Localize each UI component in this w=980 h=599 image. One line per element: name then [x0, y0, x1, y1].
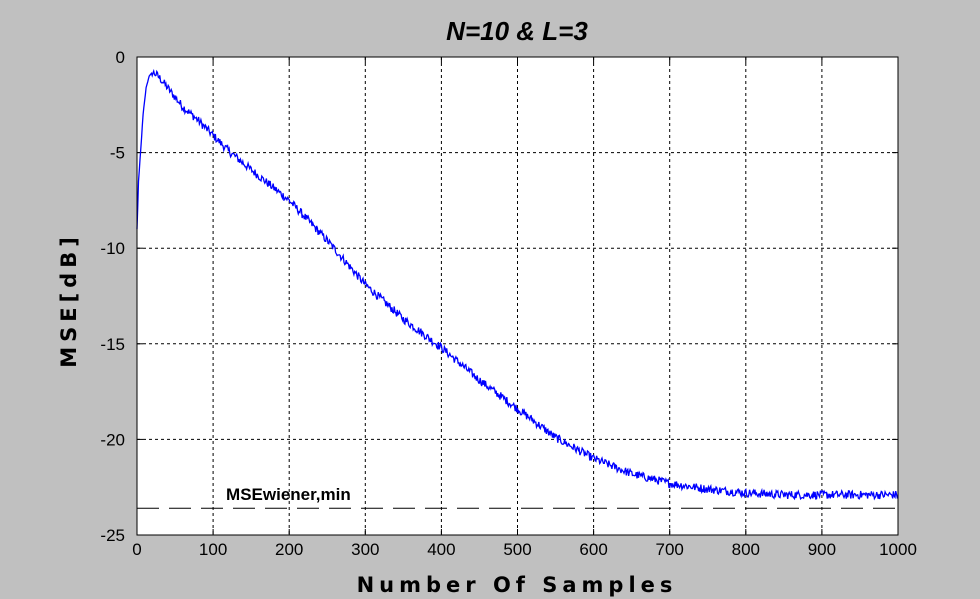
x-tick-label: 100	[199, 540, 227, 559]
y-tick-label: -25	[100, 526, 125, 545]
plot-area: 0 100 200 300 400 500 600 700 800 900 1000 0 -5 -10 -1…	[100, 48, 916, 559]
x-tick-label: 1000	[879, 540, 917, 559]
chart-title: N=10 & L=3	[446, 16, 588, 46]
x-tick-label: 300	[351, 540, 379, 559]
x-tick-label: 400	[427, 540, 455, 559]
plot-frame	[136, 56, 899, 536]
mse-wiener-min-label: MSEwiener,min	[226, 485, 351, 504]
x-tick-label: 0	[132, 540, 141, 559]
y-axis-label: MSE[dB]	[57, 232, 81, 368]
mse-curve	[136, 68, 899, 501]
y-tick-label: 0	[116, 48, 125, 67]
x-tick-label: 500	[503, 540, 531, 559]
x-tick-label: 900	[808, 540, 836, 559]
y-tick-label: -5	[110, 144, 125, 163]
x-tick-label: 600	[579, 540, 607, 559]
y-tick-label: -10	[100, 239, 125, 258]
x-tick-label: 700	[656, 540, 684, 559]
plot-background	[137, 57, 898, 535]
y-tick-label: -15	[100, 335, 125, 354]
x-axis-label: Number Of Samples	[357, 573, 678, 597]
x-tick-label: 800	[732, 540, 760, 559]
y-tick-label: -20	[100, 430, 125, 449]
x-tick-label: 200	[275, 540, 303, 559]
